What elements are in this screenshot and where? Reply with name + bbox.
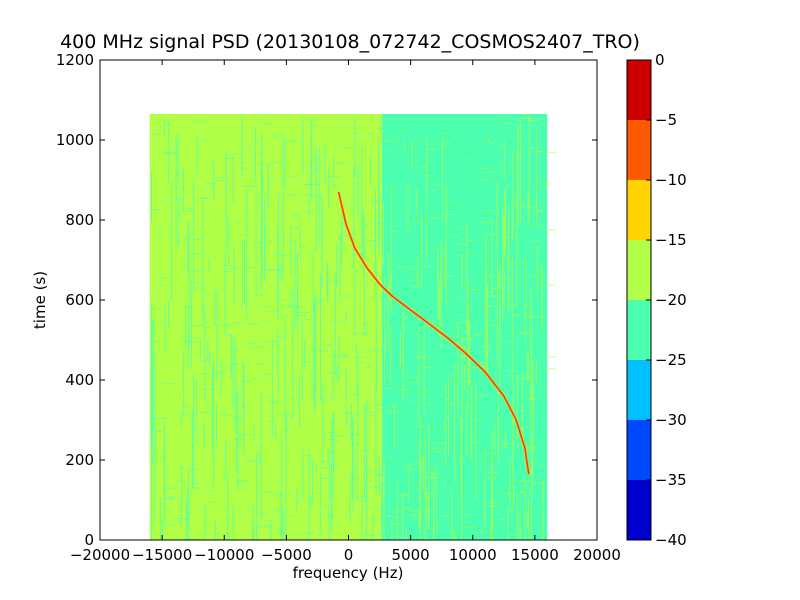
colorbar-band xyxy=(627,300,651,360)
x-tick-label: 10000 xyxy=(449,546,497,564)
y-tick-label: 1000 xyxy=(56,131,94,149)
colorbar-tick-label: 0 xyxy=(655,51,665,69)
colorbar: 0 −5 −10 −15 −20 −25 −30 −35 −40 xyxy=(626,51,687,549)
heatmap-area xyxy=(149,114,558,540)
y-tick-label: 0 xyxy=(84,531,94,549)
colorbar-band xyxy=(627,120,651,180)
colorbar-tick-label: −10 xyxy=(655,171,687,189)
y-tick-label: 400 xyxy=(65,371,94,389)
y-axis-label: time (s) xyxy=(31,271,49,329)
colorbar-tick-label: −15 xyxy=(655,231,687,249)
colorbar-band xyxy=(627,180,651,240)
colorbar-tick-label: −35 xyxy=(655,471,687,489)
y-axis: 0 200 400 600 800 1000 1200 xyxy=(56,51,597,549)
colorbar-tick-label: −5 xyxy=(655,111,677,129)
x-tick-label: −15000 xyxy=(132,546,192,564)
colorbar-band xyxy=(627,420,651,480)
heatmap-noise xyxy=(149,114,558,540)
colorbar-band xyxy=(627,360,651,420)
colorbar-band xyxy=(627,480,651,540)
colorbar-tick-label: −25 xyxy=(655,351,687,369)
x-axis: −20000 −15000 −10000 −5000 0 5000 10000 15000 20… xyxy=(70,60,621,564)
colorbar-tick-label: −40 xyxy=(655,531,687,549)
x-tick-label: −20000 xyxy=(70,546,130,564)
colorbar-band xyxy=(627,240,651,300)
chart-title: 400 MHz signal PSD (20130108_072742_COSM… xyxy=(60,31,640,53)
x-tick-label: −10000 xyxy=(194,546,254,564)
y-tick-label: 600 xyxy=(65,291,94,309)
heatmap-region-1 xyxy=(382,114,548,540)
heatmap-region-0 xyxy=(149,114,383,540)
y-tick-label: 200 xyxy=(65,451,94,469)
x-tick-label: 5000 xyxy=(392,546,430,564)
colorbar-band xyxy=(627,60,651,120)
x-tick-label: 0 xyxy=(344,546,354,564)
colorbar-tick-label: −30 xyxy=(655,411,687,429)
colorbar-tick-label: −20 xyxy=(655,291,687,309)
y-tick-label: 1200 xyxy=(56,51,94,69)
x-tick-label: 15000 xyxy=(511,546,559,564)
signal-trace xyxy=(337,191,530,475)
signal-trace-layer xyxy=(337,191,531,475)
y-tick-label: 800 xyxy=(65,211,94,229)
x-axis-label: frequency (Hz) xyxy=(293,564,404,582)
x-tick-label: 20000 xyxy=(573,546,621,564)
x-tick-label: −5000 xyxy=(261,546,312,564)
